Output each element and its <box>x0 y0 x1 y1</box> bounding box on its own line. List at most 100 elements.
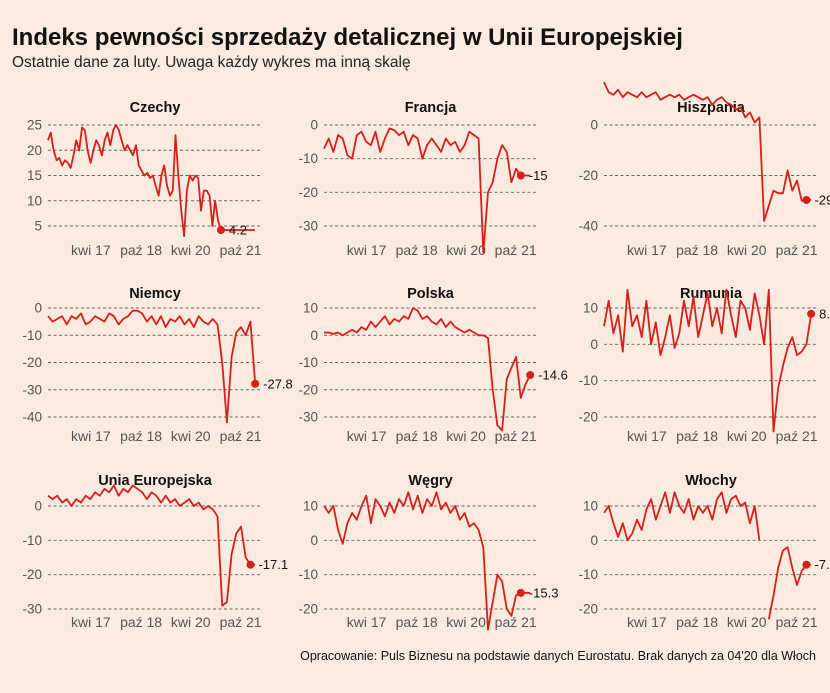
x-tick-label: paź 18 <box>676 428 718 444</box>
y-tick-label: 0 <box>310 328 318 343</box>
y-tick-label: -10 <box>298 567 318 582</box>
last-value-label: 4.2 <box>229 223 247 238</box>
last-value-label: -15.3 <box>529 585 559 600</box>
panel-unia-europejska: Unia Europejska 0 -10 -20 -30 kwi 17 paź 18 kwi… <box>22 473 288 630</box>
x-tick-label: kwi 20 <box>171 614 211 630</box>
x-tick-label: paź 21 <box>220 428 262 444</box>
panel-włochy: Włochy 10 0 -10 -20 kwi 17 paź 18 kwi 20 paź 21 -… <box>578 473 830 630</box>
y-tick-label: -30 <box>298 410 318 425</box>
last-value-label: -17.1 <box>258 557 288 572</box>
y-tick-label: -20 <box>22 355 42 370</box>
panel-title: Włochy <box>685 473 737 489</box>
x-tick-label: paź 18 <box>120 614 162 630</box>
last-value-label: -29.7 <box>814 192 830 207</box>
x-tick-label: paź 21 <box>776 428 818 444</box>
last-value-marker <box>216 226 225 235</box>
y-tick-label: -20 <box>298 185 318 200</box>
panel-polska: Polska 10 0 -10 -20 -30 kwi 17 paź 18 kwi 20 paź … <box>298 286 567 444</box>
y-tick-label: 10 <box>583 301 598 316</box>
x-tick-label: paź 18 <box>676 242 718 258</box>
x-tick-label: kwi 20 <box>446 242 486 258</box>
series-line <box>47 309 257 424</box>
x-tick-label: kwi 17 <box>71 614 111 630</box>
y-tick-label: 10 <box>303 499 318 514</box>
panel-title: Niemcy <box>129 286 181 302</box>
last-value-marker <box>802 560 811 569</box>
x-tick-label: kwi 20 <box>727 242 767 258</box>
y-tick-label: -30 <box>298 219 318 234</box>
y-tick-label: -20 <box>22 567 42 582</box>
x-tick-label: kwi 20 <box>171 242 211 258</box>
x-tick-label: paź 18 <box>120 242 162 258</box>
x-tick-label: kwi 17 <box>627 614 667 630</box>
y-tick-label: 10 <box>303 301 318 316</box>
x-tick-label: kwi 17 <box>71 242 111 258</box>
last-value-marker <box>807 309 816 318</box>
last-value-label: -7.1 <box>814 557 830 572</box>
panel-title: Rumunia <box>680 286 743 302</box>
last-value-marker <box>526 371 535 380</box>
y-tick-label: 0 <box>590 533 598 548</box>
x-tick-label: kwi 17 <box>347 242 387 258</box>
last-value-marker <box>516 588 525 597</box>
series-line <box>603 491 761 542</box>
x-tick-label: kwi 20 <box>446 428 486 444</box>
x-tick-label: paź 21 <box>495 242 537 258</box>
x-tick-label: paź 21 <box>776 614 818 630</box>
x-tick-label: paź 18 <box>396 614 438 630</box>
y-tick-label: 0 <box>34 499 42 514</box>
y-tick-label: -10 <box>578 373 598 388</box>
x-tick-label: paź 21 <box>220 614 262 630</box>
y-tick-label: -20 <box>578 410 598 425</box>
y-tick-label: 5 <box>34 219 42 234</box>
panel-title: Francja <box>405 100 458 116</box>
y-tick-label: -30 <box>22 382 42 397</box>
panel-title: Czechy <box>130 100 181 116</box>
series-line <box>47 484 256 607</box>
y-tick-label: 10 <box>583 499 598 514</box>
x-tick-label: kwi 17 <box>627 242 667 258</box>
last-value-label: -14.6 <box>538 368 568 383</box>
y-tick-label: 0 <box>34 301 42 316</box>
y-tick-label: 0 <box>590 118 598 133</box>
y-tick-label: 0 <box>310 533 318 548</box>
last-value-marker <box>246 560 255 569</box>
last-value-marker <box>251 379 260 388</box>
series-line <box>323 127 531 254</box>
x-tick-label: paź 18 <box>676 614 718 630</box>
series-line <box>603 288 813 433</box>
series-line <box>603 81 812 222</box>
x-tick-label: paź 18 <box>396 428 438 444</box>
panel-francja: Francja 0 -10 -20 -30 kwi 17 paź 18 kwi 20 paź 2… <box>298 100 547 258</box>
x-tick-label: paź 18 <box>396 242 438 258</box>
y-tick-label: -30 <box>22 602 42 617</box>
last-value-marker <box>802 195 811 204</box>
y-tick-label: 15 <box>27 168 42 183</box>
y-tick-label: 0 <box>590 337 598 352</box>
y-tick-label: 10 <box>27 193 42 208</box>
panel-węgry: Węgry 10 0 -10 -20 kwi 17 paź 18 kwi 20 paź 21 -1… <box>298 473 559 631</box>
x-tick-label: kwi 20 <box>171 428 211 444</box>
x-tick-label: kwi 17 <box>347 428 387 444</box>
y-tick-label: -40 <box>22 410 42 425</box>
y-tick-label: -20 <box>578 602 598 617</box>
y-tick-label: -10 <box>578 567 598 582</box>
x-tick-label: kwi 17 <box>71 428 111 444</box>
chart-title: Indeks pewności sprzedaży detalicznej w … <box>12 24 683 51</box>
y-tick-label: 20 <box>27 143 42 158</box>
last-value-label: -27.8 <box>263 376 293 391</box>
x-tick-label: paź 18 <box>120 428 162 444</box>
series-line <box>323 491 531 631</box>
panel-title: Unia Europejska <box>98 473 213 489</box>
x-tick-label: paź 21 <box>220 242 262 258</box>
source-caption: Opracowanie: Puls Biznesu na podstawie d… <box>300 649 816 663</box>
chart-subtitle: Ostatnie dane za luty. Uwaga każdy wykre… <box>12 54 411 71</box>
panel-title: Polska <box>407 286 455 302</box>
y-tick-label: -40 <box>578 219 598 234</box>
y-tick-label: -10 <box>298 355 318 370</box>
x-tick-label: paź 21 <box>495 614 537 630</box>
x-tick-label: paź 21 <box>495 428 537 444</box>
y-tick-label: -10 <box>22 533 42 548</box>
y-tick-label: -20 <box>298 602 318 617</box>
